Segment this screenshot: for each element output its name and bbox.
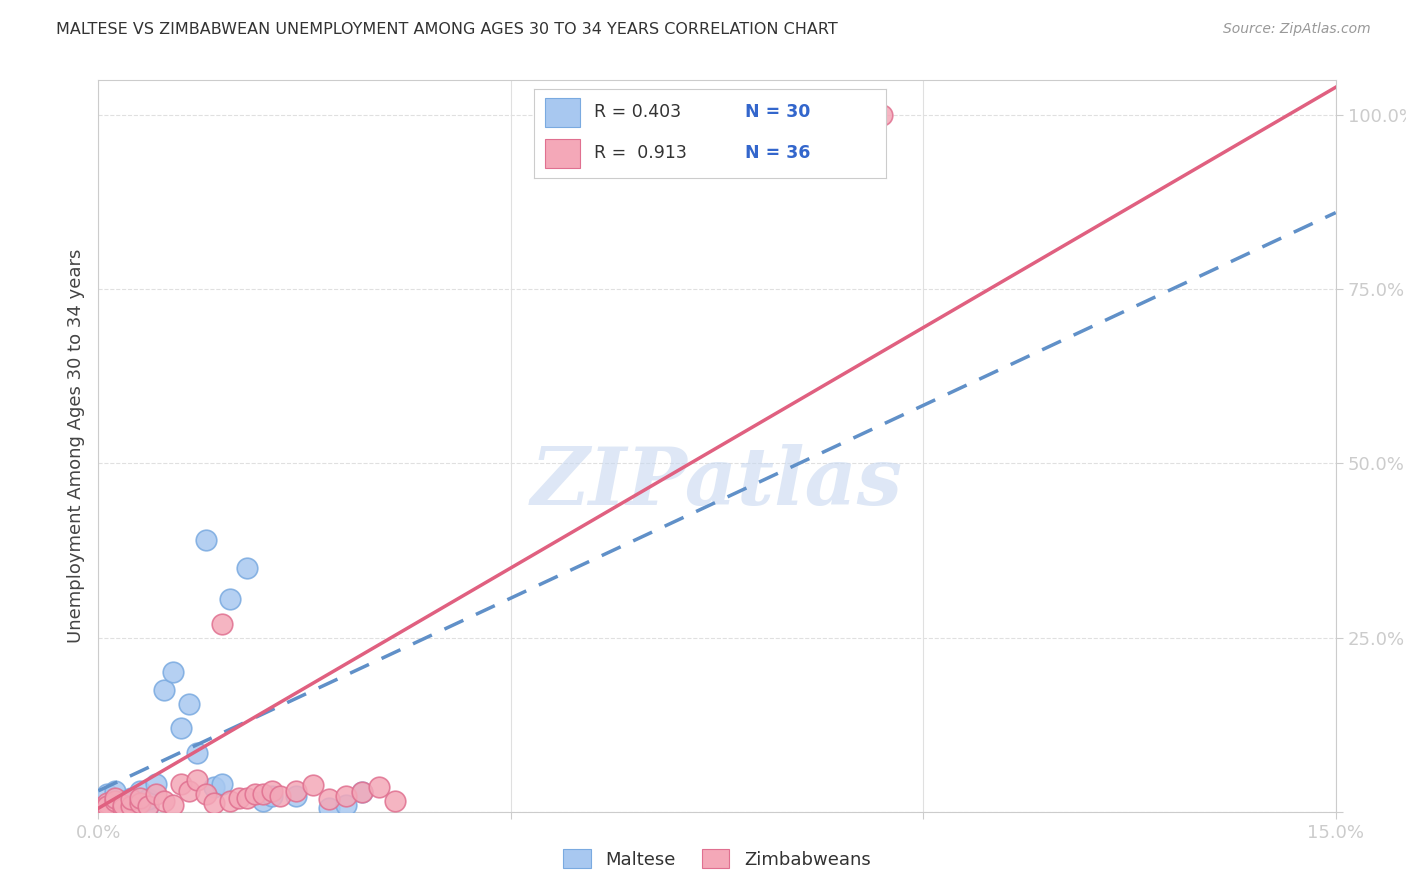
Point <box>136 799 159 814</box>
Bar <box>544 98 579 127</box>
Point <box>236 790 259 805</box>
Text: R = 0.403: R = 0.403 <box>593 103 681 121</box>
Point <box>87 801 110 815</box>
Point <box>153 682 176 697</box>
Point <box>211 616 233 631</box>
Point <box>236 561 259 575</box>
Point <box>170 721 193 735</box>
Point <box>318 801 340 815</box>
Point <box>112 801 135 815</box>
Point <box>211 777 233 791</box>
Point <box>128 784 150 798</box>
Point <box>186 773 208 788</box>
Point <box>145 787 167 801</box>
Point <box>352 785 374 799</box>
Point <box>170 777 193 791</box>
Point <box>136 799 159 814</box>
Point <box>128 790 150 805</box>
Point <box>120 799 142 814</box>
Point <box>194 787 217 801</box>
Point <box>120 792 142 806</box>
Point <box>96 797 118 812</box>
Point <box>202 780 225 795</box>
Point <box>228 790 250 805</box>
Point <box>335 797 357 812</box>
Point <box>87 801 110 815</box>
Point <box>120 790 142 805</box>
Point <box>202 797 225 811</box>
Point <box>104 784 127 798</box>
Point <box>352 785 374 799</box>
Point <box>285 789 308 804</box>
Point <box>335 789 357 804</box>
Point <box>96 787 118 801</box>
Point <box>104 794 127 808</box>
Point <box>112 797 135 812</box>
Point <box>128 797 150 811</box>
Point <box>162 797 184 812</box>
Point <box>153 794 176 808</box>
Point <box>870 108 893 122</box>
Legend: Maltese, Zimbabweans: Maltese, Zimbabweans <box>557 842 877 876</box>
Point <box>384 794 406 808</box>
Point <box>145 777 167 791</box>
Point <box>179 697 201 711</box>
Point <box>179 784 201 798</box>
Point <box>219 592 242 607</box>
Point <box>120 799 142 814</box>
Text: R =  0.913: R = 0.913 <box>593 145 688 162</box>
Point <box>96 797 118 811</box>
Point <box>318 792 340 806</box>
Point <box>112 794 135 808</box>
Point <box>367 780 389 795</box>
Point <box>302 778 325 792</box>
Point <box>112 801 135 815</box>
Point <box>260 784 283 798</box>
Point <box>194 533 217 547</box>
Point <box>162 665 184 680</box>
Point <box>136 792 159 806</box>
Text: MALTESE VS ZIMBABWEAN UNEMPLOYMENT AMONG AGES 30 TO 34 YEARS CORRELATION CHART: MALTESE VS ZIMBABWEAN UNEMPLOYMENT AMONG… <box>56 22 838 37</box>
Point <box>219 794 242 808</box>
Point <box>252 787 274 801</box>
Point <box>128 797 150 811</box>
Point <box>243 787 266 801</box>
Point <box>96 799 118 814</box>
Point <box>260 789 283 804</box>
Point <box>285 784 308 798</box>
Point <box>269 789 291 804</box>
Y-axis label: Unemployment Among Ages 30 to 34 years: Unemployment Among Ages 30 to 34 years <box>66 249 84 643</box>
Point <box>104 799 127 814</box>
Point <box>252 794 274 808</box>
Point <box>186 746 208 760</box>
Text: N = 30: N = 30 <box>745 103 810 121</box>
Text: ZIPatlas: ZIPatlas <box>531 444 903 521</box>
Point <box>104 790 127 805</box>
Bar <box>544 139 579 168</box>
Text: N = 36: N = 36 <box>745 145 810 162</box>
Text: Source: ZipAtlas.com: Source: ZipAtlas.com <box>1223 22 1371 37</box>
